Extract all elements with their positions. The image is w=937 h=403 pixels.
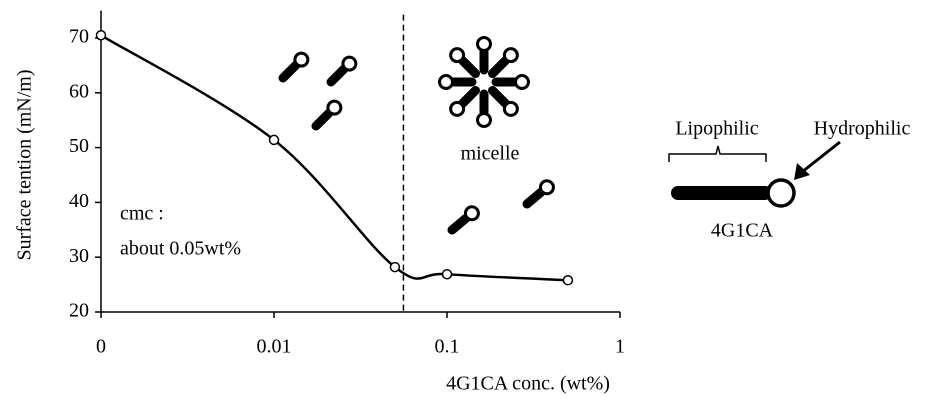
point (563, 276, 572, 285)
molecule-diagram (669, 142, 840, 206)
hydrophilic-label: Hydrophilic (814, 118, 911, 140)
point (443, 270, 452, 279)
x-axis-label: 4G1CA conc. (wt%) (446, 373, 610, 395)
x-tick-label: 0.1 (435, 336, 460, 358)
micelle-icon (440, 38, 529, 127)
micelle-label: micelle (461, 143, 520, 165)
y-tick-label: 40 (69, 190, 89, 212)
x-tick-label: 1 (615, 336, 625, 358)
x-tick-label: 0.01 (257, 336, 292, 358)
y-tick-label: 20 (69, 300, 89, 322)
y-axis-label: Surface tention (mN/m) (14, 69, 36, 260)
point (390, 263, 399, 272)
cmc-label: cmc : (120, 203, 164, 225)
x-tick-label: 0 (96, 336, 106, 358)
y-tick-label: 60 (69, 80, 89, 102)
point (270, 135, 279, 144)
molecule-label: 4G1CA (711, 220, 774, 242)
lipophilic-label: Lipophilic (675, 118, 758, 140)
y-tick-label: 70 (69, 26, 89, 48)
point (97, 31, 106, 40)
cmc-value-label: about 0.05wt% (120, 238, 241, 260)
y-tick-label: 30 (69, 245, 89, 267)
y-tick-label: 50 (69, 135, 89, 157)
chart: Lipophilic Hydrophilic 4G1CA micelle cmc… (0, 0, 937, 403)
